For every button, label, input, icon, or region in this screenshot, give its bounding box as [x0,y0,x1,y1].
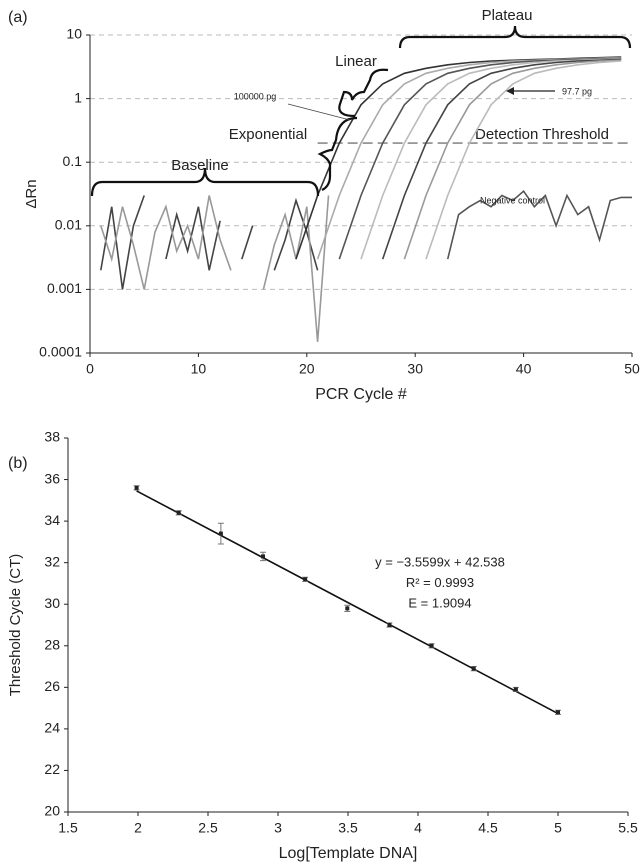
brace [317,116,358,191]
x-tick-label: 4 [414,820,422,836]
panel-label: (a) [8,9,28,26]
data-point [513,687,518,692]
series-line [381,58,622,260]
y-tick-label: 32 [44,553,60,569]
data-point [387,623,392,627]
series-line [446,190,632,260]
data-point [471,666,476,671]
annotation: Baseline [171,157,229,174]
y-tick-label: 28 [44,636,60,652]
annotation: Negative control [480,195,545,205]
annotation: Linear [335,53,377,70]
x-tick-label: 3.5 [338,820,358,836]
arrow-head [506,87,514,95]
x-tick-label: 3 [274,820,282,836]
x-tick-label: 10 [191,361,207,377]
x-tick-label: 20 [299,361,315,377]
brace [338,68,389,118]
x-tick-label: 2.5 [198,820,218,836]
y-tick-label: 0.1 [63,153,83,169]
y-tick-label: 38 [44,429,60,445]
y-tick-label: 26 [44,678,60,694]
y-tick-label: 0.001 [47,280,82,296]
y-tick-label: 0.01 [55,217,82,233]
annotation: Plateau [482,7,533,24]
annotation: 97.7 pg [562,86,592,96]
data-point [134,485,139,490]
pointer [287,103,351,121]
annotation: R² = 0.9993 [406,575,474,590]
series-line [100,195,330,342]
x-tick-label: 30 [407,361,423,377]
data-point [303,577,308,582]
x-axis-label: Log[Template DNA] [279,845,418,862]
series-line [403,59,622,260]
y-tick-label: 30 [44,595,60,611]
y-tick-label: 0.0001 [39,344,82,360]
threshold-label: Detection Threshold [475,126,609,143]
x-axis-label: PCR Cycle # [315,386,407,403]
x-tick-label: 5.5 [618,820,638,836]
data-point [556,710,560,715]
x-tick-label: 1.5 [58,820,78,836]
annotation: y = −3.5599x + 42.538 [375,554,505,569]
y-tick-label: 36 [44,470,60,486]
y-tick-label: 24 [44,720,60,736]
y-tick-label: 1 [74,89,82,105]
brace [398,25,632,49]
data-point [261,554,266,559]
y-axis-label: ΔRn [23,179,40,208]
series-line [100,195,319,290]
panel-label: (b) [8,455,28,472]
trendline [136,490,559,715]
data-point [345,606,350,611]
y-tick-label: 22 [44,761,60,777]
y-tick-label: 10 [66,26,82,42]
data-point [218,531,223,536]
x-tick-label: 0 [86,361,94,377]
y-tick-label: 34 [44,512,60,528]
annotation: E = 1.9094 [408,595,471,610]
series-line [425,60,622,260]
brace [90,167,320,197]
x-tick-label: 5 [554,820,562,836]
x-tick-label: 40 [516,361,532,377]
x-tick-label: 2 [134,820,142,836]
data-point [429,643,434,648]
y-tick-label: 20 [44,803,60,819]
x-tick-label: 4.5 [478,820,498,836]
annotation: Exponential [229,126,307,143]
x-tick-label: 50 [624,361,640,377]
annotation: 100000 pg [234,91,277,101]
data-point [176,510,181,515]
y-axis-label: Threshold Cycle (CT) [7,554,24,697]
